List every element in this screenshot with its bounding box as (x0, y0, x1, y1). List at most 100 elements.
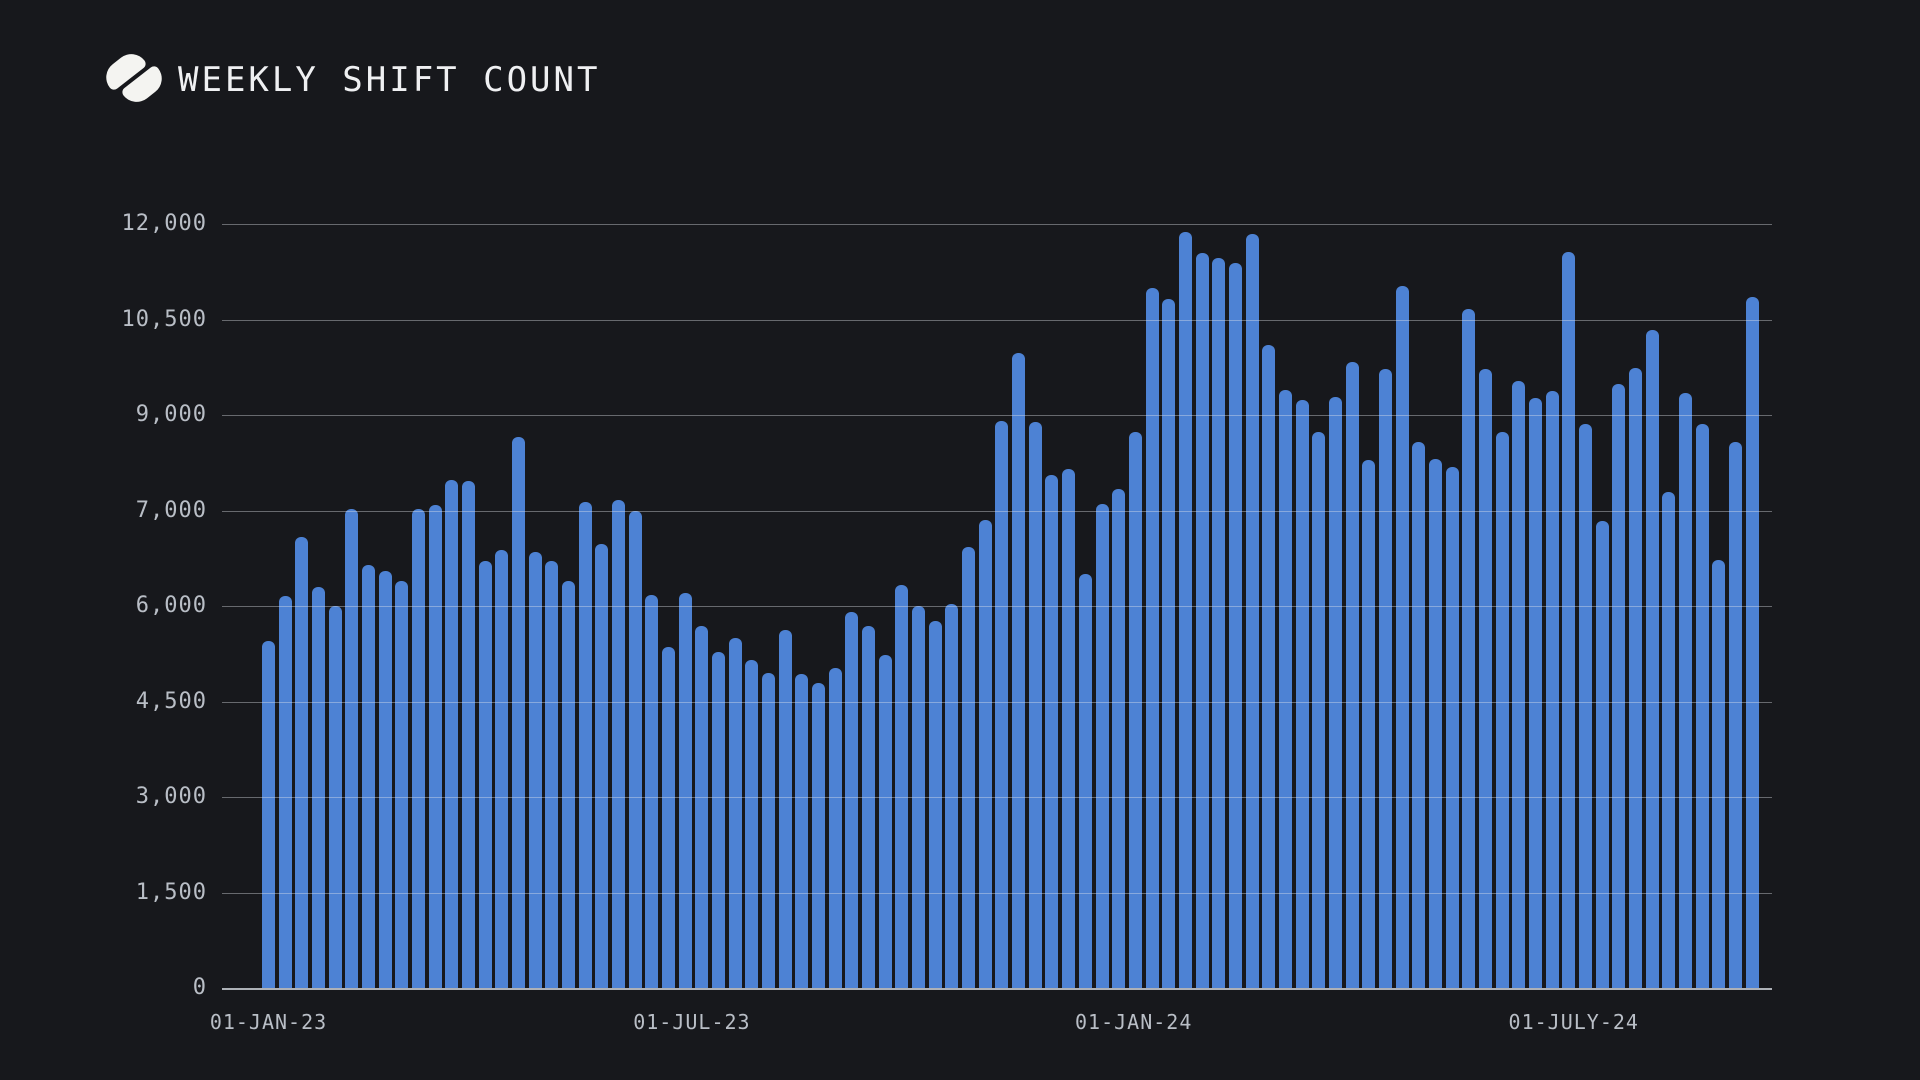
weekly-shift-bar[interactable] (1645, 329, 1659, 988)
x-axis-tick-label: 01-JAN-24 (1074, 1010, 1193, 1034)
weekly-shift-bar[interactable] (1212, 257, 1226, 988)
weekly-shift-bar[interactable] (1528, 397, 1542, 988)
weekly-shift-bar[interactable] (345, 508, 359, 988)
weekly-shift-bar[interactable] (678, 593, 692, 988)
weekly-shift-bar[interactable] (945, 604, 959, 988)
weekly-shift-bar[interactable] (1178, 231, 1192, 988)
weekly-shift-bar[interactable] (1695, 423, 1709, 988)
weekly-shift-bar[interactable] (1712, 560, 1726, 988)
header: WEEKLY SHIFT COUNT (0, 0, 1920, 140)
weekly-shift-bar[interactable] (328, 606, 342, 988)
weekly-shift-bar[interactable] (1745, 297, 1759, 988)
weekly-shift-bar[interactable] (1112, 488, 1126, 988)
weekly-shift-bar[interactable] (1678, 392, 1692, 988)
weekly-shift-bar[interactable] (662, 647, 676, 988)
y-axis-tick-label: 4,500 (135, 688, 207, 714)
weekly-shift-bar[interactable] (1295, 400, 1309, 988)
weekly-shift-bar[interactable] (1245, 233, 1259, 988)
weekly-shift-bar[interactable] (862, 626, 876, 988)
weekly-shift-bar[interactable] (1578, 423, 1592, 988)
weekly-shift-bar[interactable] (812, 683, 826, 988)
weekly-shift-bar[interactable] (1628, 367, 1642, 988)
weekly-shift-bar[interactable] (562, 580, 576, 988)
weekly-shift-bar[interactable] (262, 641, 275, 988)
weekly-shift-bar[interactable] (1345, 361, 1359, 988)
weekly-shift-bar[interactable] (445, 479, 459, 988)
weekly-shift-bar[interactable] (395, 580, 409, 988)
weekly-shift-bar[interactable] (578, 501, 592, 988)
weekly-shift-bar[interactable] (1562, 252, 1576, 988)
weekly-shift-bar[interactable] (778, 630, 792, 988)
x-axis-tick-label: 01-JUL-23 (633, 1010, 751, 1034)
weekly-shift-bar[interactable] (1128, 431, 1142, 988)
weekly-shift-bar[interactable] (1362, 459, 1376, 988)
y-axis-tick-label: 3,000 (135, 784, 207, 809)
weekly-shift-bar[interactable] (1378, 368, 1392, 988)
y-axis-tick-label: 0 (192, 975, 207, 1000)
weekly-shift-bar[interactable] (1545, 391, 1559, 988)
weekly-shift-bar[interactable] (1328, 396, 1342, 988)
weekly-shift-bar[interactable] (545, 561, 559, 988)
weekly-shift-bar[interactable] (1012, 352, 1026, 988)
gridline (222, 510, 1772, 512)
weekly-shift-bar[interactable] (695, 626, 709, 988)
weekly-shift-bar[interactable] (762, 672, 776, 988)
weekly-shift-bar[interactable] (528, 551, 542, 988)
weekly-shift-bar[interactable] (1145, 288, 1159, 988)
weekly-shift-bar[interactable] (1062, 469, 1076, 988)
weekly-shift-bar[interactable] (912, 606, 926, 988)
weekly-shift-bar[interactable] (1395, 285, 1409, 988)
y-axis-tick-label: 7,000 (135, 497, 207, 523)
weekly-shift-bar[interactable] (895, 584, 909, 988)
weekly-shift-bar[interactable] (978, 520, 992, 988)
weekly-shift-bar[interactable] (1078, 574, 1092, 988)
weekly-shift-bar[interactable] (462, 481, 476, 988)
weekly-shift-bar[interactable] (962, 547, 976, 988)
y-axis-tick-label: 10,500 (121, 306, 207, 332)
weekly-shift-bar[interactable] (795, 674, 809, 988)
weekly-shift-bar[interactable] (595, 543, 609, 988)
weekly-shift-bar[interactable] (362, 564, 376, 988)
weekly-shift-bar[interactable] (1028, 422, 1042, 988)
x-axis-tick-label: 01-JAN-23 (209, 1010, 328, 1034)
weekly-shift-bar[interactable] (478, 561, 492, 988)
weekly-shift-bar[interactable] (278, 596, 292, 988)
weekly-shift-bar[interactable] (378, 570, 392, 988)
weekly-shift-bar[interactable] (928, 621, 942, 988)
weekly-shift-bar[interactable] (495, 549, 509, 988)
weekly-shift-bar[interactable] (628, 511, 642, 988)
weekly-shift-bar[interactable] (995, 421, 1009, 988)
weekly-shift-bar[interactable] (312, 586, 325, 988)
weekly-shift-bar[interactable] (1512, 380, 1526, 988)
weekly-shift-bar[interactable] (612, 500, 626, 988)
weekly-shift-bar[interactable] (1728, 441, 1742, 988)
weekly-shift-bar[interactable] (1462, 308, 1476, 988)
weekly-shift-bar[interactable] (1095, 504, 1109, 988)
weekly-shift-bar[interactable] (878, 655, 892, 988)
weekly-shift-bar[interactable] (412, 508, 426, 988)
weekly-shift-bar[interactable] (1428, 458, 1442, 988)
weekly-shift-bar[interactable] (1612, 383, 1626, 988)
weekly-shift-bar[interactable] (1278, 390, 1292, 988)
weekly-shift-bar[interactable] (1495, 432, 1509, 988)
weekly-shift-bar[interactable] (1478, 368, 1492, 988)
weekly-shift-bar[interactable] (1195, 252, 1209, 988)
weekly-shift-bar[interactable] (428, 505, 442, 988)
weekly-shift-bar[interactable] (1412, 441, 1426, 988)
weekly-shift-bar[interactable] (745, 660, 759, 988)
weekly-shift-bar[interactable] (1445, 467, 1459, 988)
weekly-shift-bar[interactable] (295, 537, 309, 988)
weekly-shift-bar[interactable] (1262, 344, 1276, 988)
weekly-shift-bar[interactable] (845, 611, 859, 988)
weekly-shift-bar[interactable] (1228, 262, 1242, 988)
weekly-shift-bar[interactable] (1595, 521, 1609, 988)
weekly-shift-bar[interactable] (1045, 475, 1059, 988)
weekly-shift-bar[interactable] (1312, 431, 1326, 988)
weekly-shift-bar[interactable] (645, 595, 659, 988)
weekly-shift-bar[interactable] (1662, 492, 1676, 988)
weekly-shift-bar[interactable] (1162, 299, 1176, 988)
weekly-shift-bar[interactable] (512, 436, 526, 988)
weekly-shift-bar[interactable] (828, 667, 842, 988)
weekly-shift-bar[interactable] (728, 638, 742, 988)
weekly-shift-bar[interactable] (712, 651, 726, 988)
